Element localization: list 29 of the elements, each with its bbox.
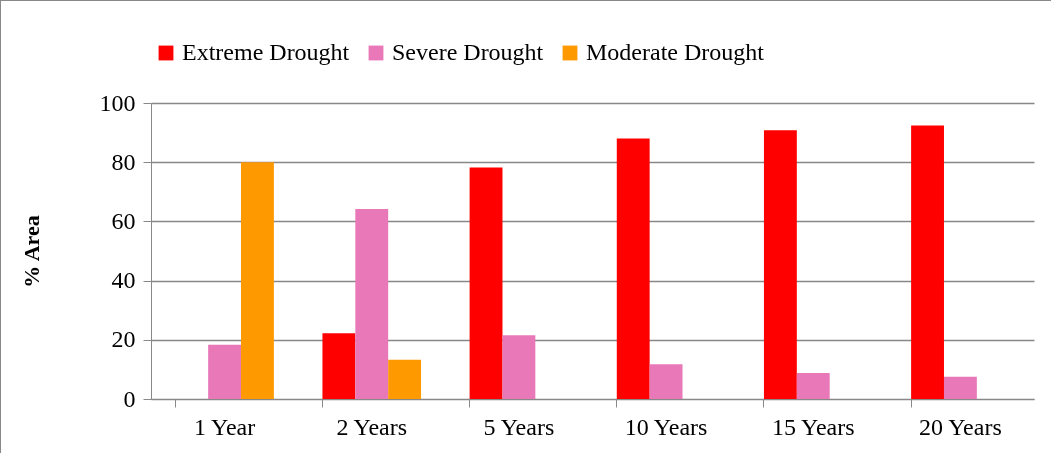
y-axis-title: % Area [18,215,44,288]
y-tick-label: 100 [99,89,136,116]
bar [911,125,944,399]
bar [616,138,650,399]
legend-label: Severe Drought [392,39,544,65]
legend-label: Moderate Drought [586,39,765,65]
y-tick-label: 40 [111,267,136,294]
bar [208,344,242,399]
bar [388,359,422,399]
x-tick-label: 15 Years [771,413,855,440]
x-tick-label: 10 Years [624,413,708,440]
y-tick-label: 60 [111,207,136,234]
y-tick-label: 80 [111,148,136,175]
legend-label: Extreme Drought [182,39,350,65]
bar [649,364,683,399]
bar [943,376,977,399]
y-tick-label: 20 [111,326,136,353]
x-tick-label: 2 Years [336,413,408,440]
bar [763,130,797,399]
x-tick-label: 5 Years [483,413,555,440]
x-tick-label: 1 Year [193,413,256,440]
bar [322,333,356,399]
bar [502,335,536,399]
y-tick-label: 0 [123,385,136,412]
bar [241,162,274,399]
bar [469,167,503,399]
x-tick-label: 20 Years [919,413,1002,440]
bar [355,208,389,399]
bar [796,372,830,399]
